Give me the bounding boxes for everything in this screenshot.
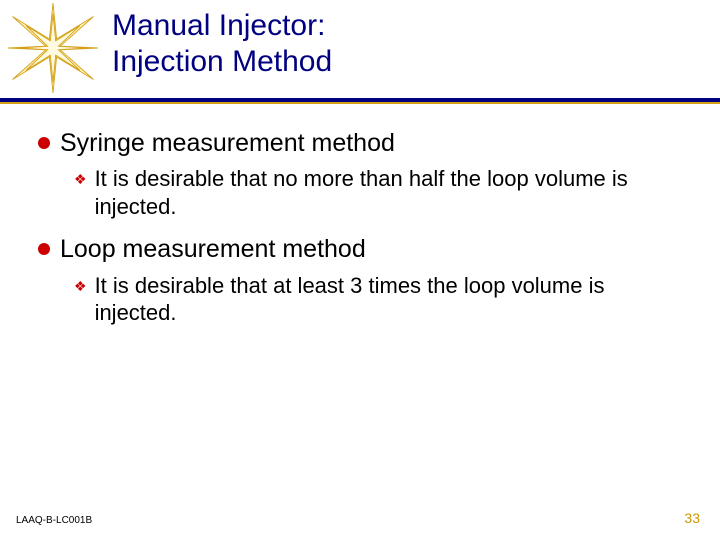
bullet-l1: Loop measurement method xyxy=(38,234,688,265)
bullet-l2: ❖ It is desirable that at least 3 times … xyxy=(74,272,688,327)
bullet-l2-text: It is desirable that no more than half t… xyxy=(95,165,688,220)
bullet-dot-icon xyxy=(38,137,50,149)
bullet-l1-text: Loop measurement method xyxy=(60,234,366,265)
slide-body: Syringe measurement method ❖ It is desir… xyxy=(38,128,688,341)
title-line-1: Manual Injector: xyxy=(112,9,325,42)
starburst-icon xyxy=(8,3,98,93)
bullet-diamond-icon: ❖ xyxy=(74,279,87,293)
horizontal-rule xyxy=(0,98,720,104)
bullet-l2: ❖ It is desirable that no more than half… xyxy=(74,165,688,220)
slide-header: Manual Injector: Injection Method xyxy=(0,0,720,105)
page-number: 33 xyxy=(684,510,700,526)
slide-title: Manual Injector: Injection Method xyxy=(112,8,332,80)
bullet-l2-text: It is desirable that at least 3 times th… xyxy=(95,272,688,327)
title-line-2: Injection Method xyxy=(112,45,332,78)
bullet-l1: Syringe measurement method xyxy=(38,128,688,159)
slide: Manual Injector: Injection Method Syring… xyxy=(0,0,720,540)
footer-code: LAAQ-B-LC001B xyxy=(16,515,92,526)
bullet-l1-text: Syringe measurement method xyxy=(60,128,395,159)
bullet-dot-icon xyxy=(38,243,50,255)
bullet-diamond-icon: ❖ xyxy=(74,172,87,186)
